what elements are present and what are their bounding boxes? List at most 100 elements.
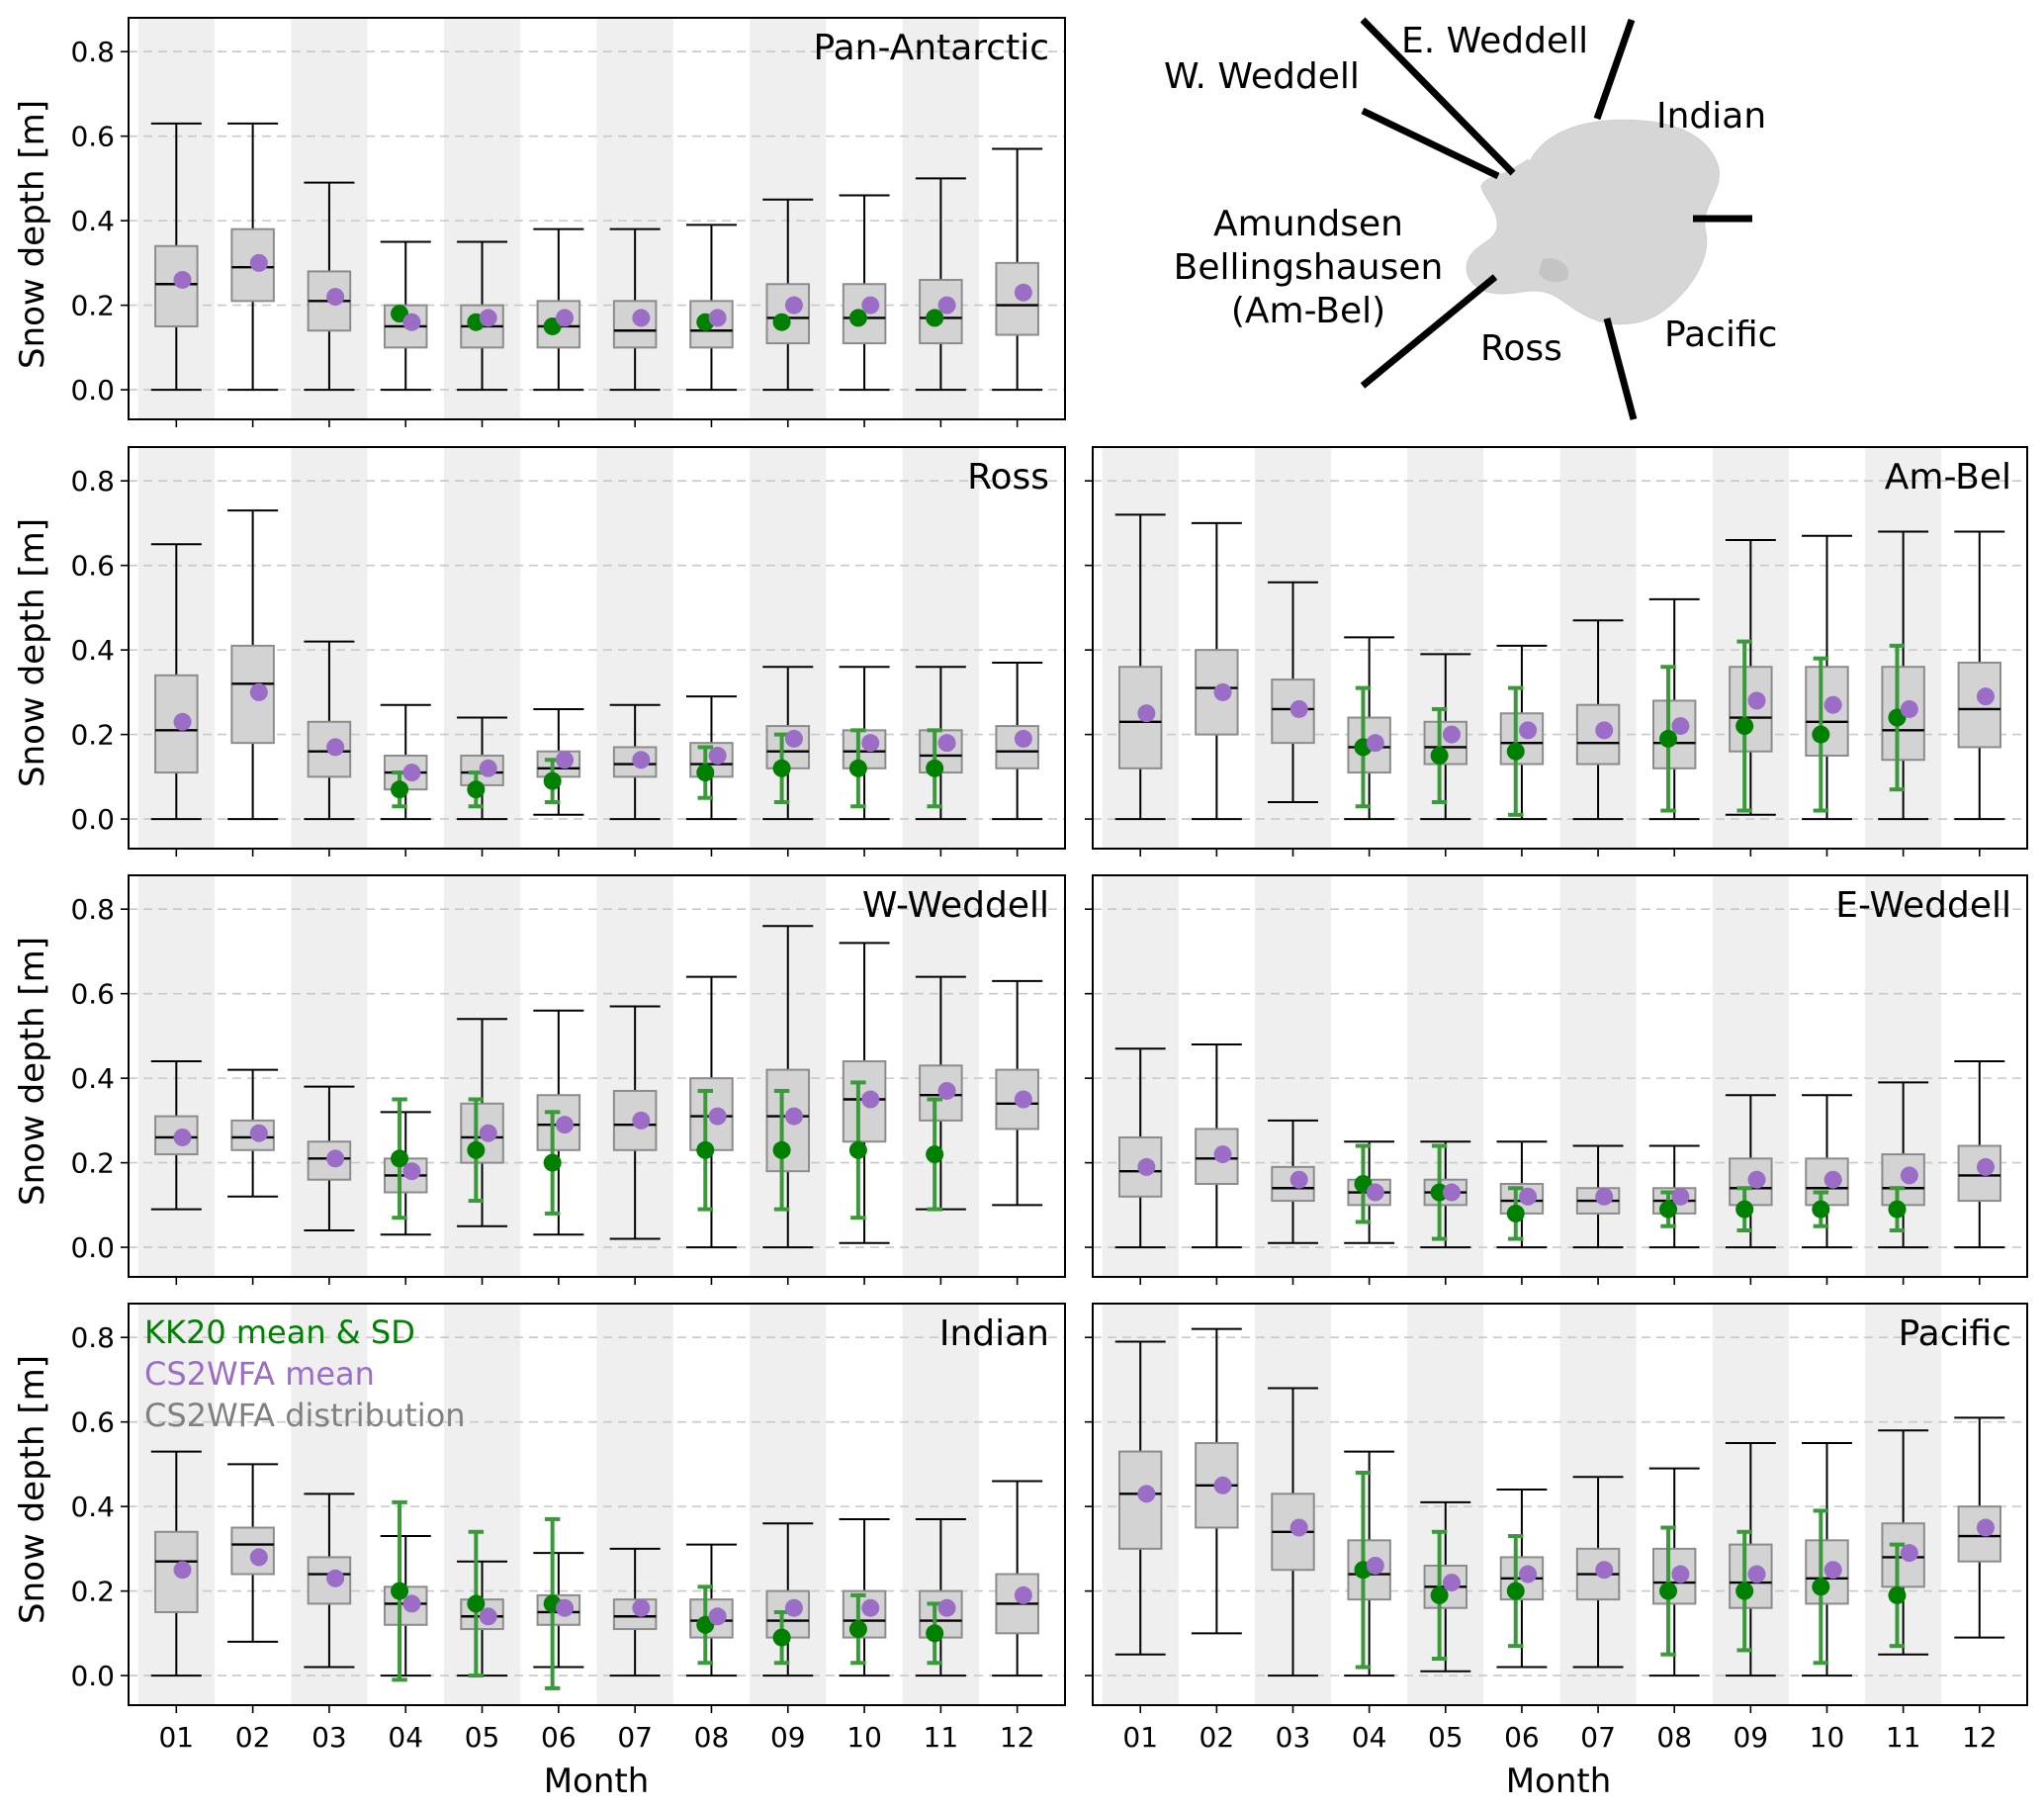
cs2wfa-mean-point — [784, 296, 803, 315]
cs2wfa-mean-point — [1366, 734, 1384, 753]
panel-frame — [128, 17, 1066, 420]
panel-title: Pacific — [1899, 1313, 2011, 1354]
x-tick-label: 04 — [1352, 1721, 1387, 1754]
cs2wfa-mean-point — [1519, 1565, 1538, 1584]
legend: KK20 mean & SD CS2WFA mean CS2WFA distri… — [144, 1313, 466, 1434]
iqr-box — [765, 1068, 811, 1173]
cs2wfa-mean-point — [1137, 704, 1156, 723]
y-tick-label: 0.8 — [70, 36, 115, 68]
map-label-am-bel: (Am-Bel) — [1231, 291, 1385, 331]
map-label-ross: Ross — [1480, 328, 1562, 369]
kk20-mean-point — [772, 759, 791, 777]
x-tick-label: 09 — [1733, 1721, 1769, 1754]
x-tick-label: 10 — [846, 1721, 882, 1754]
cs2wfa-mean-point — [173, 712, 192, 731]
kk20-mean-point — [1430, 746, 1449, 765]
kk20-mean-point — [696, 1140, 715, 1159]
cs2wfa-mean-point — [1900, 699, 1918, 718]
y-tick-label: 0.4 — [70, 205, 115, 237]
cs2wfa-mean-point — [937, 1081, 956, 1100]
x-tick-label: 07 — [617, 1721, 653, 1754]
cs2wfa-mean-point — [556, 1116, 575, 1134]
cs2wfa-mean-point — [1595, 1187, 1614, 1206]
cs2wfa-mean-point — [1976, 1518, 1995, 1537]
cs2wfa-mean-point — [402, 313, 421, 331]
kk20-mean-point — [926, 1145, 944, 1164]
kk20-mean-point — [543, 1153, 562, 1172]
panel-frame — [1092, 1303, 2028, 1706]
panel-frame — [128, 446, 1066, 850]
cs2wfa-mean-point — [1213, 1145, 1232, 1164]
cs2wfa-mean-point — [1014, 1585, 1032, 1604]
panel-title: Am-Bel — [1885, 457, 2011, 498]
xlabel-right: Month — [1506, 1762, 1612, 1801]
cs2wfa-mean-point — [249, 1548, 268, 1567]
kk20-mean-point — [848, 1620, 867, 1639]
ylabel-row-1: Snow depth [m] — [13, 100, 52, 369]
y-tick-label: 0.2 — [70, 1576, 115, 1608]
iqr-box — [612, 300, 658, 349]
cs2wfa-mean-point — [784, 1107, 803, 1126]
x-tick-label: 02 — [235, 1721, 271, 1754]
kk20-mean-point — [1812, 725, 1830, 744]
cs2wfa-mean-point — [1671, 1565, 1690, 1584]
iqr-box — [1957, 661, 2001, 749]
iqr-box — [765, 283, 811, 345]
cs2wfa-mean-point — [937, 734, 956, 753]
cs2wfa-mean-point — [1823, 695, 1842, 714]
kk20-mean-point — [391, 1149, 409, 1168]
kk20-mean-point — [696, 764, 715, 782]
map-label-w-weddell: W. Weddell — [1164, 56, 1360, 97]
panel-pacific: 01 02 03 04 05 06 07 08 09 10 11 12 Pacific — [1085, 1303, 2028, 1754]
panel-frame — [128, 1303, 1066, 1706]
ylabel-row-4: Snow depth [m] — [13, 1355, 52, 1624]
iqr-box — [1271, 1165, 1315, 1203]
x-tick-label: 04 — [388, 1721, 423, 1754]
x-tick-label: 05 — [465, 1721, 500, 1754]
kk20-mean-point — [543, 771, 562, 790]
cs2wfa-mean-point — [708, 746, 727, 765]
kk20-mean-point — [1735, 1200, 1754, 1219]
y-tick-label: 0.4 — [70, 1491, 115, 1523]
cs2wfa-mean-point — [1014, 283, 1032, 302]
cs2wfa-mean-point — [1213, 682, 1232, 701]
map-label-e-weddell: E. Weddell — [1401, 21, 1588, 61]
kk20-mean-point — [1659, 729, 1678, 748]
y-tick-label: 0.8 — [70, 1321, 115, 1354]
cs2wfa-mean-point — [402, 1162, 421, 1181]
panel-frame — [128, 874, 1066, 1278]
y-tick-label: 0.2 — [70, 290, 115, 322]
iqr-box — [919, 278, 963, 345]
cs2wfa-mean-point — [1137, 1485, 1156, 1503]
iqr-box — [1957, 1505, 2001, 1563]
x-tick-label: 05 — [1428, 1721, 1464, 1754]
y-tick-label: 0.2 — [70, 719, 115, 752]
boundary-w-weddell — [1361, 107, 1500, 180]
x-tick-label: 01 — [1122, 1721, 1158, 1754]
cs2wfa-mean-point — [326, 1569, 345, 1587]
y-tick-label: 0.0 — [70, 1231, 115, 1264]
cs2wfa-mean-point — [1747, 1170, 1766, 1189]
kk20-mean-point — [848, 1140, 867, 1159]
panel-am-bel: Am-Bel — [1085, 446, 2028, 857]
kk20-mean-point — [1506, 1582, 1525, 1600]
cs2wfa-mean-point — [1900, 1544, 1918, 1563]
cs2wfa-mean-point — [708, 309, 727, 327]
cs2wfa-mean-point — [1976, 687, 1995, 706]
y-tick-label: 0.6 — [70, 978, 115, 1011]
x-tick-label: 11 — [924, 1721, 959, 1754]
map-label-amundsen: Amundsen — [1213, 204, 1403, 244]
xlabel-left: Month — [544, 1762, 650, 1801]
cs2wfa-mean-point — [1442, 725, 1461, 744]
y-tick-label: 0.6 — [70, 550, 115, 583]
kk20-mean-point — [926, 1624, 944, 1643]
kk20-mean-point — [848, 759, 867, 777]
kk20-mean-point — [1812, 1200, 1830, 1219]
cs2wfa-mean-point — [556, 1598, 575, 1617]
x-tick-label: 08 — [1656, 1721, 1692, 1754]
cs2wfa-mean-point — [556, 751, 575, 769]
cs2wfa-mean-point — [249, 253, 268, 272]
x-tick-label: 03 — [1276, 1721, 1311, 1754]
cs2wfa-mean-point — [1823, 1170, 1842, 1189]
kk20-mean-point — [772, 1628, 791, 1647]
